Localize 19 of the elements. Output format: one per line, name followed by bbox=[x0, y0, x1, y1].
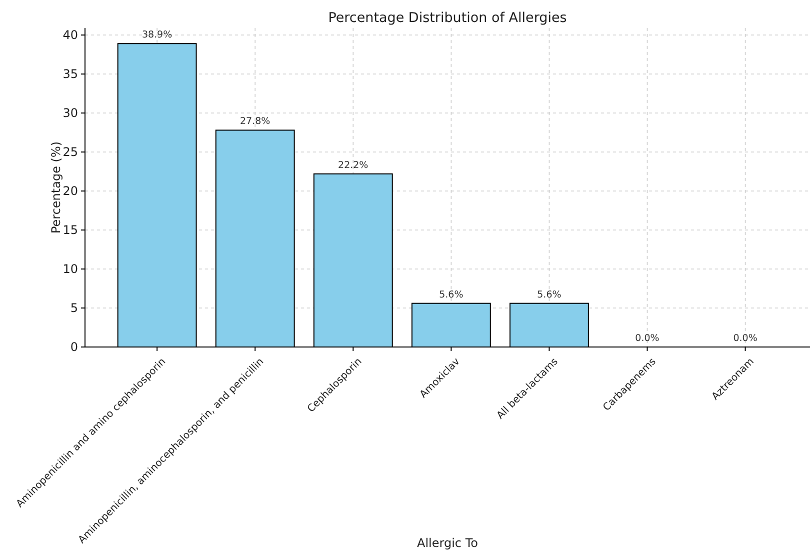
data-label: 38.9% bbox=[142, 30, 172, 41]
y-tick-label: 15 bbox=[62, 223, 78, 238]
data-label: 5.6% bbox=[537, 289, 562, 300]
data-label: 27.8% bbox=[240, 116, 270, 128]
y-tick-label: 0 bbox=[70, 340, 78, 354]
y-tick-label: 30 bbox=[62, 106, 78, 120]
y-axis-title: Percentage (%) bbox=[49, 141, 63, 234]
y-tick-label: 5 bbox=[70, 301, 78, 316]
y-tick-label: 35 bbox=[62, 67, 78, 82]
data-label: 0.0% bbox=[635, 333, 660, 344]
data-label: 0.0% bbox=[733, 333, 758, 344]
data-label: 22.2% bbox=[338, 160, 368, 171]
chart-title: Percentage Distribution of Allergies bbox=[328, 10, 567, 26]
y-tick-label: 20 bbox=[62, 184, 78, 198]
y-tick-label: 10 bbox=[62, 262, 78, 276]
data-label: 5.6% bbox=[439, 289, 464, 300]
y-tick-label: 40 bbox=[62, 28, 78, 42]
y-tick-label: 25 bbox=[62, 145, 78, 160]
x-axis-title: Allergic To bbox=[417, 536, 478, 550]
